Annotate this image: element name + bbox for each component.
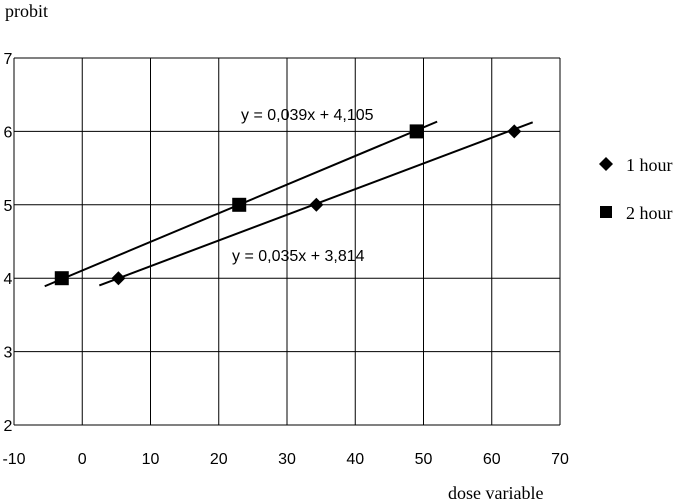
legend-marker-1-hour [599,157,613,171]
x-tick-labels: -10 0 10 20 30 40 50 60 70 [2,451,569,468]
x-tick-label: 20 [210,451,228,468]
y-tick-label: 6 [4,124,13,141]
legend-marker-2-hour [600,206,612,218]
x-tick-label: 70 [551,451,569,468]
y-tick-label: 4 [4,271,13,288]
data-point-diamond [507,124,522,139]
data-point-diamond [111,271,126,286]
x-tick-label: 50 [415,451,433,468]
equation-2-hour: y = 0,039x + 4,105 [241,107,374,124]
data-point-diamond [309,197,324,212]
x-tick-label: 40 [346,451,364,468]
grid [13,57,561,426]
data-points [54,124,522,286]
y-tick-labels: 2 3 4 5 6 7 [4,51,13,435]
x-tick-label: 60 [483,451,501,468]
legend-label-1-hour: 1 hour [626,155,673,175]
y-tick-label: 5 [4,198,13,215]
x-axis-label: dose variable [448,483,543,503]
y-axis-label: probit [5,1,48,21]
legend-label-2-hour: 2 hour [626,203,673,223]
x-tick-label: 30 [278,451,296,468]
data-point-square [232,197,247,212]
y-tick-label: 7 [4,51,13,68]
equation-1-hour: y = 0,035x + 3,814 [232,248,365,265]
x-tick-label: 10 [142,451,160,468]
x-tick-label: -10 [2,451,25,468]
legend: 1 hour 2 hour [599,155,673,223]
data-point-square [409,124,424,139]
x-tick-label: 0 [78,451,87,468]
data-point-square [54,271,69,286]
y-tick-label: 2 [4,418,13,435]
y-tick-label: 3 [4,345,13,362]
